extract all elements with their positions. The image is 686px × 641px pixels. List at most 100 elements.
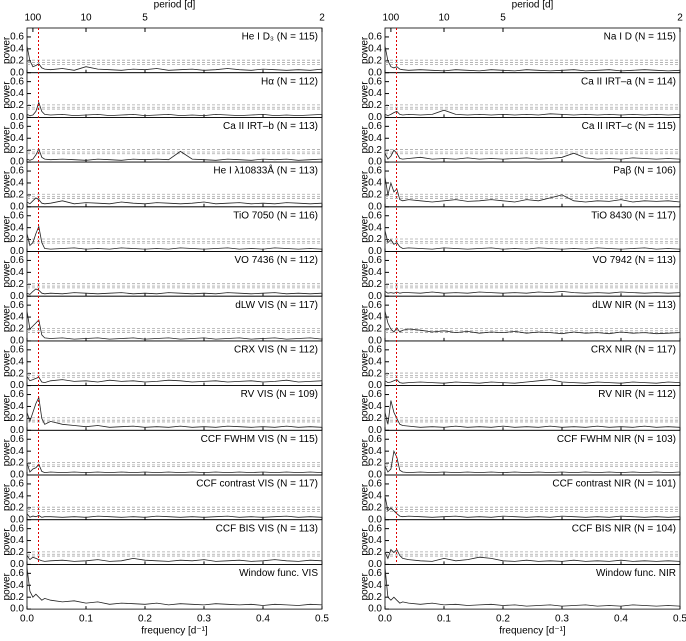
y-tick-label: 0.0 [368,604,382,615]
periodogram-line [26,462,323,474]
x-axis-title: frequency [d⁻¹] [499,626,566,636]
periodogram-line [26,396,323,428]
y-tick-label: 0.4 [10,133,24,144]
y-tick-label: 0.0 [368,336,382,347]
y-tick-label: 0.6 [368,568,382,579]
y-tick-label: 0.2 [368,547,382,558]
y-tick-label: 0.0 [368,470,382,481]
periodogram-line [384,290,681,294]
x2-tick-label: 2 [319,13,325,24]
y-tick-label: 0.2 [10,547,24,558]
y-tick-label: 0.0 [10,604,24,615]
periodogram-line [26,513,323,518]
y-tick-label: 0.0 [10,246,24,257]
panel-label: He I λ10833Å (N = 113) [213,164,318,177]
y-tick-label: 0.4 [368,535,382,546]
y-axis-title: power [2,349,13,377]
y-tick-label: 0.0 [10,425,24,436]
y-tick-label: 0.6 [10,32,24,43]
y-tick-label: 0.4 [10,446,24,457]
x2-axis-title: period [d] [512,0,554,11]
y-tick-label: 0.2 [368,368,382,379]
panel-label: CCF BIS NIR (N = 104) [572,523,676,534]
y-tick-label: 0.4 [10,267,24,278]
periodogram-line [26,197,323,205]
y-tick-label: 0.4 [10,580,24,591]
periodogram-line [384,149,681,160]
y-tick-label: 0.6 [10,434,24,445]
y-axis-title: power [360,36,371,64]
y-tick-label: 0.4 [10,535,24,546]
y-tick-label: 0.2 [10,100,24,111]
y-tick-label: 0.6 [368,166,382,177]
panel-label: dLW VIS (N = 117) [235,300,318,311]
panel-label: Ca II IRT–a (N = 114) [581,76,676,87]
panel-label: TiO 7050 (N = 116) [233,210,318,221]
y-tick-label: 0.2 [10,324,24,335]
y-tick-label: 0.0 [368,112,382,123]
y-tick-label: 0.4 [10,312,24,323]
y-tick-label: 0.4 [10,356,24,367]
panel-label: Na I D (N = 115) [604,32,676,43]
y-axis-title: power [360,572,371,600]
y-tick-label: 0.6 [368,121,382,132]
y-tick-label: 0.0 [10,201,24,212]
periodogram-line [384,400,681,428]
y-tick-label: 0.2 [368,502,382,513]
y-tick-label: 0.6 [10,479,24,490]
panel-label: CCF contrast NIR (N = 101) [552,479,676,490]
y-axis-title: power [2,483,13,511]
y-tick-label: 0.0 [368,201,382,212]
y-tick-label: 0.4 [368,580,382,591]
y-tick-label: 0.2 [10,368,24,379]
y-tick-label: 0.2 [10,458,24,469]
x2-tick-label: 10 [80,13,92,24]
y-tick-label: 0.0 [10,112,24,123]
y-tick-label: 0.4 [368,222,382,233]
x-tick-label: 0.0 [378,614,392,625]
panel-label: CCF FWHM NIR (N = 103) [557,434,676,445]
panel-label: VO 7436 (N = 112) [235,255,318,266]
panel-label: Window func. VIS [239,568,318,579]
x2-tick-label: 2 [677,13,683,24]
y-tick-label: 0.0 [368,514,382,525]
x-axis-title: frequency [d⁻¹] [141,626,208,636]
periodogram-line [384,230,681,250]
y-axis-title: power [2,304,13,332]
x-tick-label: 0.5 [673,614,686,625]
y-axis-title: power [360,528,371,556]
panel-label: Window func. NIR [596,568,676,579]
y-tick-label: 0.6 [10,76,24,87]
periodogram-line [26,101,323,117]
periodogram-line [26,376,323,384]
y-tick-label: 0.6 [10,344,24,355]
y-tick-label: 0.2 [368,55,382,66]
y-tick-label: 0.4 [368,491,382,502]
y-axis-title: power [360,483,371,511]
y-tick-label: 0.2 [10,55,24,66]
y-tick-label: 0.0 [10,514,24,525]
y-tick-label: 0.6 [368,255,382,266]
x2-tick-label: 5 [142,13,148,24]
y-tick-label: 0.2 [368,413,382,424]
x2-axis-title: period [d] [154,0,196,11]
y-tick-label: 0.6 [10,300,24,311]
y-tick-label: 0.2 [368,100,382,111]
panel-label: CCF BIS VIS (N = 113) [216,523,318,534]
periodogram-line [384,109,681,117]
panel-label: CRX NIR (N = 117) [591,345,676,356]
x-tick-label: 0.1 [79,614,93,625]
y-tick-label: 0.2 [10,502,24,513]
y-tick-label: 0.6 [10,523,24,534]
x-tick-label: 0.4 [256,614,270,625]
y-tick-label: 0.0 [368,380,382,391]
y-axis-title: power [360,81,371,109]
y-tick-label: 0.0 [10,291,24,302]
periodogram-line [384,45,681,72]
y-axis-title: power [360,349,371,377]
x2-tick-label: 100 [25,13,42,24]
y-tick-label: 0.4 [368,88,382,99]
y-axis-title: power [2,36,13,64]
y-tick-label: 0.0 [368,291,382,302]
